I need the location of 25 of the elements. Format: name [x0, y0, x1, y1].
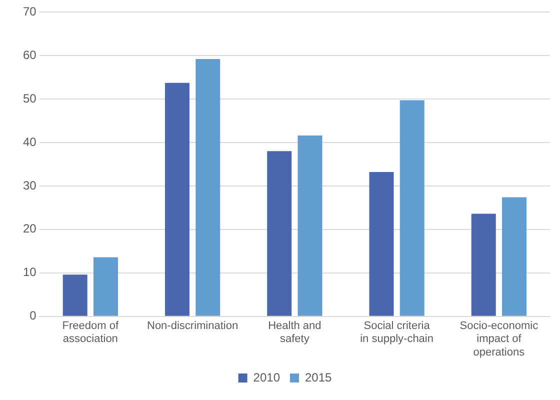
bar	[62, 274, 88, 316]
bar	[369, 172, 394, 316]
y-tick-label: 10	[22, 265, 37, 280]
x-tick-label: Freedom of association	[62, 320, 120, 346]
x-tick-label: Socio-economic impact of operations	[460, 320, 539, 358]
y-tick-label: 20	[22, 222, 37, 236]
bar	[298, 136, 322, 316]
y-tick-label: 70	[22, 4, 37, 18]
y-tick-label: 0	[30, 308, 37, 323]
y-tick-label: 30	[22, 178, 37, 192]
y-tick-label: 60	[22, 48, 37, 62]
bar	[93, 257, 118, 316]
x-tick-label: Social criteria in supply-chain	[360, 320, 434, 346]
y-tick-label: 50	[22, 91, 37, 106]
x-tick-label: Non-discrimination	[146, 320, 238, 332]
x-tick-label: Health and safety	[268, 320, 322, 346]
y-tick-label: 40	[22, 134, 37, 149]
bar	[267, 151, 292, 316]
legend-label: 2015	[305, 370, 332, 384]
bar	[164, 82, 190, 316]
bar	[471, 214, 496, 316]
bar	[502, 197, 527, 316]
legend-label: 2010	[253, 370, 280, 384]
bar	[196, 58, 220, 316]
bar	[400, 100, 424, 316]
